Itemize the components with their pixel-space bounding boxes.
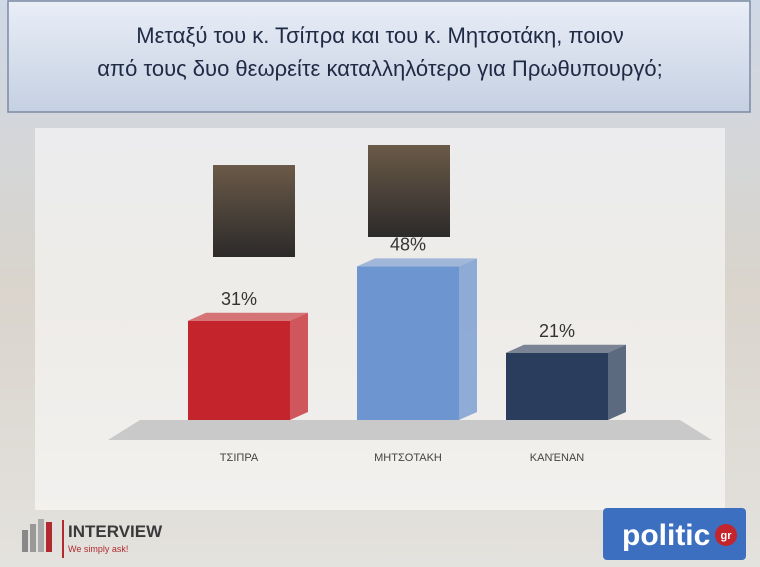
title-box: [7, 0, 751, 113]
logo-icon: [38, 519, 44, 552]
bar: [188, 320, 290, 420]
x-tick-label: ΤΣΙΠΡΑ: [220, 452, 259, 464]
logo-icon: [46, 522, 52, 552]
politic-logo: politic gr: [603, 508, 746, 560]
value-label: 48%: [390, 234, 426, 254]
bar: [357, 266, 459, 420]
logo-divider: [62, 520, 64, 558]
logo-icon: [30, 524, 36, 552]
logo-suffix: gr: [721, 530, 733, 542]
bar-side: [608, 344, 626, 420]
bar-side: [459, 258, 477, 420]
x-tick-label: ΚΑΝΈΝΑΝ: [530, 452, 585, 464]
floor: [108, 420, 712, 440]
photo: [213, 165, 295, 257]
value-label: 31%: [221, 289, 257, 309]
value-label: 21%: [539, 321, 575, 341]
x-tick-label: ΜΗΤΣΟΤΑΚΗ: [374, 452, 442, 464]
bar-top: [188, 312, 308, 321]
bar-top: [506, 344, 626, 353]
interview-logo: INTERVIEW We simply ask!: [22, 519, 163, 558]
chart-title: Μεταξύ του κ. Τσίπρα και του κ. Μητσοτάκ…: [97, 23, 663, 81]
logo-text: politic: [622, 519, 710, 552]
photo: [368, 145, 450, 237]
bar-side: [290, 312, 308, 420]
logo-badge: [715, 524, 737, 546]
bar: [506, 352, 608, 420]
bar-top: [357, 258, 477, 267]
logo-tagline: We simply ask!: [68, 544, 128, 554]
logo-icon: [22, 530, 28, 552]
logo-text: INTERVIEW: [68, 522, 163, 541]
logo-box: [603, 508, 746, 560]
